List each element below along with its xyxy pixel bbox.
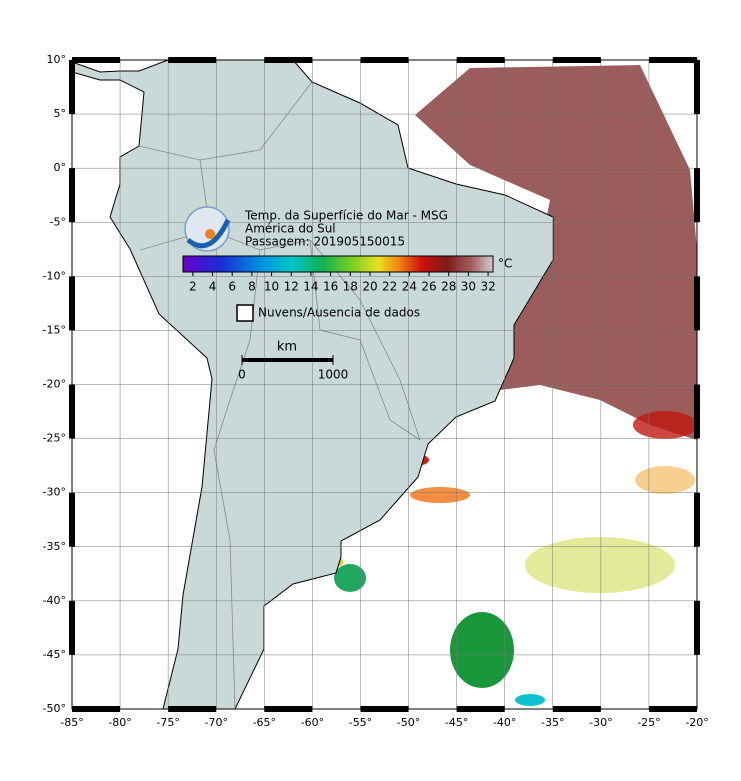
- colorbar-tick-label: 18: [343, 280, 358, 294]
- y-tick-label: -35°: [43, 540, 66, 553]
- inpe-logo: [184, 206, 231, 252]
- colorbar-tick-label: 22: [382, 280, 397, 294]
- scale-unit: km: [277, 340, 297, 355]
- colorbar-tick-label: 12: [284, 280, 299, 294]
- y-tick-label: -20°: [43, 378, 66, 391]
- legend-swatch: [236, 304, 254, 322]
- colorbar-tick-label: 32: [480, 280, 495, 294]
- x-tick-label: -80°: [108, 716, 131, 729]
- colorbar-tick-label: 26: [421, 280, 436, 294]
- x-tick-label: -70°: [204, 716, 227, 729]
- y-tick-label: -30°: [43, 486, 66, 499]
- colorbar-tick-label: 2: [189, 280, 197, 294]
- x-tick-label: -60°: [301, 716, 324, 729]
- y-tick-label: 5°: [54, 107, 67, 120]
- colorbar-tick-label: 6: [228, 280, 236, 294]
- colorbar-tick-label: 20: [362, 280, 377, 294]
- y-tick-label: -50°: [43, 702, 66, 715]
- x-tick-label: -50°: [397, 716, 420, 729]
- sst-orange-patch: [635, 466, 695, 494]
- scale-tick-label: 0: [238, 368, 246, 382]
- x-tick-label: -35°: [541, 716, 564, 729]
- x-tick-label: -25°: [637, 716, 660, 729]
- sst-teal-patch: [515, 694, 545, 706]
- y-tick-label: -15°: [43, 323, 66, 336]
- x-tick-label: -65°: [253, 716, 276, 729]
- y-tick-label: -40°: [43, 594, 66, 607]
- colorbar-tick-label: 14: [303, 280, 318, 294]
- colorbar-tick-label: 28: [441, 280, 456, 294]
- colorbar-tick-label: 10: [264, 280, 279, 294]
- x-tick-label: -45°: [445, 716, 468, 729]
- scale-tick-label: 1000: [318, 368, 349, 382]
- x-tick-label: -40°: [493, 716, 516, 729]
- sst-yellow-patch: [525, 537, 675, 593]
- map-frame: [69, 57, 700, 712]
- y-tick-label: -45°: [43, 648, 66, 661]
- subtitle: América do Sul: [245, 222, 336, 236]
- y-tick-label: -10°: [43, 269, 66, 282]
- colorbar: [182, 255, 494, 273]
- sst-green-patch: [450, 612, 514, 688]
- colorbar-tick-label: 30: [461, 280, 476, 294]
- colorbar-tick-label: 16: [323, 280, 338, 294]
- scale-bar: [242, 358, 333, 362]
- legend-box: Temp. da Superfície do Mar - MSG América…: [182, 206, 512, 382]
- sst-orange-patch: [410, 487, 470, 503]
- x-tick-label: -30°: [589, 716, 612, 729]
- x-tick-label: -20°: [685, 716, 708, 729]
- x-tick-label: -85°: [60, 716, 83, 729]
- colorbar-tick-label: 8: [248, 280, 256, 294]
- colorbar-tick-label: 4: [209, 280, 217, 294]
- sst-warm-region: [415, 65, 697, 440]
- colorbar-unit: °C: [498, 257, 512, 271]
- colorbar-tick-label: 24: [402, 280, 417, 294]
- borders: [138, 81, 421, 709]
- sst-red-patch: [633, 411, 697, 439]
- sst-green-patch: [334, 564, 366, 592]
- legend-label: Nuvens/Ausencia de dados: [258, 306, 420, 320]
- x-tick-label: -55°: [349, 716, 372, 729]
- y-tick-label: -5°: [50, 215, 66, 228]
- y-tick-label: 0°: [54, 161, 67, 174]
- y-tick-label: 10°: [47, 53, 67, 66]
- pass-time: Passagem: 201905150015: [245, 235, 405, 249]
- x-tick-label: -75°: [156, 716, 179, 729]
- y-tick-label: -25°: [43, 432, 66, 445]
- title: Temp. da Superfície do Mar - MSG: [244, 209, 448, 223]
